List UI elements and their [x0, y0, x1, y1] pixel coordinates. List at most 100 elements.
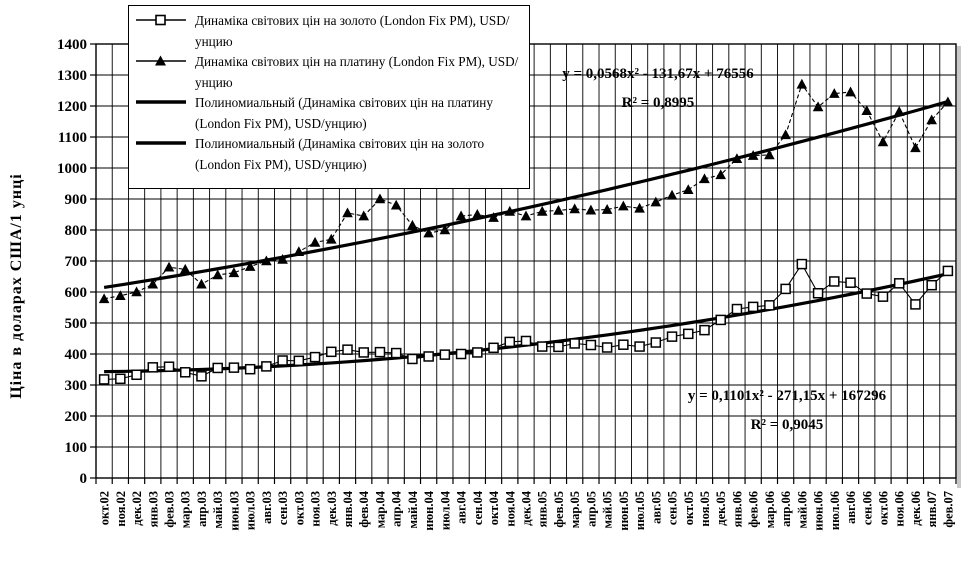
gold-marker [504, 336, 516, 348]
gold-marker [731, 303, 743, 315]
filled-triangle-marker-icon [135, 52, 193, 73]
x-tick-label: янв.03 [146, 491, 160, 527]
platinum-marker [845, 86, 856, 97]
platinum-marker [277, 253, 288, 264]
gold-marker [829, 276, 840, 287]
x-tick-label: ноя.02 [114, 491, 128, 527]
y-tick-label: 1000 [57, 161, 87, 177]
gold-marker [569, 338, 580, 349]
gold-marker [536, 341, 548, 352]
platinum-marker [196, 278, 207, 289]
legend-item-platinum: Динаміка світових цін на платину (London… [135, 52, 523, 93]
platinum-marker [893, 106, 905, 116]
gold-marker [715, 314, 726, 326]
gold-marker [342, 344, 353, 355]
x-tick-label: сен.05 [666, 491, 680, 525]
gold-marker [131, 369, 142, 381]
gold-marker [374, 346, 386, 358]
x-tick-label: сен.03 [276, 491, 290, 525]
x-tick-label: май.03 [211, 491, 225, 529]
y-tick-label: 1200 [57, 99, 87, 115]
y-tick-label: 600 [65, 285, 88, 301]
gold-marker [877, 291, 889, 302]
platinum-marker [601, 204, 613, 214]
thick-line-marker-icon [135, 134, 193, 155]
x-tick-label: фев.05 [552, 491, 566, 528]
platinum-marker [390, 199, 402, 210]
gold-marker [196, 371, 207, 382]
y-tick-label: 300 [65, 378, 88, 394]
gold-marker [358, 347, 369, 358]
x-tick-label: мар.04 [373, 490, 387, 528]
x-tick-label: июн.03 [227, 491, 241, 531]
x-tick-label: окт.06 [876, 491, 890, 525]
gold-marker [163, 361, 175, 372]
platinum-marker [877, 136, 889, 147]
x-tick-label: июл.05 [633, 491, 647, 530]
x-tick-label: ноя.03 [309, 491, 323, 527]
platinum-marker [520, 210, 532, 221]
platinum-marker [715, 169, 727, 180]
x-tick-label: окт.02 [98, 491, 112, 525]
x-tick-label: ноя.05 [698, 491, 712, 527]
y-tick-label: 900 [65, 192, 88, 208]
platinum-marker [682, 184, 694, 194]
open-square-marker-icon [135, 11, 193, 32]
x-tick-label: фев.03 [163, 491, 177, 528]
x-tick-label: дек.03 [325, 491, 339, 526]
platinum-trend-r2: R² = 0,8995 [621, 95, 695, 111]
gold-marker [309, 351, 321, 363]
x-tick-label: июн.06 [812, 491, 826, 531]
platinum-marker [423, 227, 434, 238]
gold-marker [780, 283, 791, 295]
platinum-marker [731, 153, 743, 163]
gold-marker [293, 355, 305, 367]
platinum-marker [910, 142, 921, 153]
platinum-marker [666, 189, 678, 200]
x-tick-label: мар.06 [763, 491, 777, 528]
gold-marker [228, 362, 240, 373]
gold-marker [910, 299, 921, 310]
gold-marker [926, 279, 937, 291]
x-tick-label: дек.04 [520, 490, 534, 525]
x-tick-label: сен.04 [471, 490, 485, 525]
x-tick-label: июл.06 [828, 491, 842, 530]
platinum-marker [131, 286, 142, 297]
y-axis-title: Ціна в доларах США/1 унці [8, 173, 25, 399]
platinum-marker [261, 255, 272, 266]
platinum-marker [439, 224, 451, 235]
platinum-marker [747, 150, 759, 160]
platinum-marker [325, 233, 337, 244]
y-tick-label: 0 [80, 471, 88, 487]
gold-marker [796, 258, 808, 270]
gold-marker [98, 374, 110, 385]
gold-marker [845, 277, 856, 288]
chart-legend: Динаміка світових цін на золото (London … [128, 5, 530, 189]
platinum-marker [618, 200, 629, 211]
platinum-marker [374, 193, 386, 204]
platinum-trendline [103, 100, 949, 290]
platinum-marker [585, 204, 597, 215]
x-tick-label: июн.04 [422, 490, 436, 530]
y-tick-label: 1100 [58, 130, 87, 146]
x-tick-label: фев.04 [357, 490, 371, 527]
platinum-marker [212, 269, 223, 280]
platinum-marker [472, 209, 483, 219]
gold-marker [699, 324, 710, 336]
platinum-marker [309, 236, 321, 247]
y-tick-label: 200 [65, 409, 88, 425]
platinum-marker [764, 149, 775, 160]
x-tick-label: фев.07 [941, 491, 955, 528]
legend-item-gold-trend: Полиномиальный (Динаміка світових цін на… [135, 134, 523, 175]
x-tick-label: окт.03 [292, 491, 306, 525]
x-tick-label: янв.06 [730, 491, 744, 527]
platinum-marker [796, 78, 808, 89]
platinum-marker [488, 212, 499, 222]
x-tick-label: янв.05 [536, 491, 550, 527]
gold-marker [439, 349, 451, 360]
x-tick-label: авг.06 [844, 491, 858, 524]
platinum-marker [342, 207, 353, 218]
platinum-marker [829, 88, 840, 98]
x-tick-label: фев.06 [747, 491, 761, 528]
